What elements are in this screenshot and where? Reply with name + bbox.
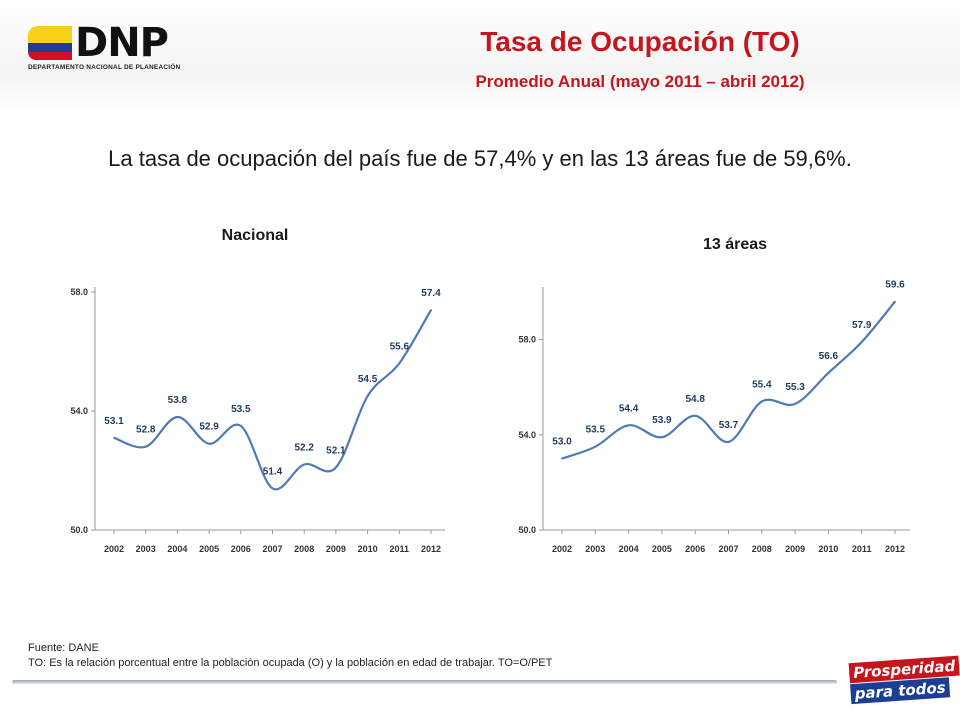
y-tick-label: 54.0 [70,406,88,416]
data-label: 52.9 [199,422,219,433]
data-label: 54.5 [358,374,378,385]
data-label: 54.4 [619,403,639,414]
x-tick-label: 2002 [552,544,572,554]
x-tick-label: 2003 [136,544,156,554]
data-label: 59.6 [885,280,905,291]
y-tick-label: 50.0 [70,525,88,535]
data-label: 52.2 [294,443,314,454]
x-tick-label: 2004 [619,544,639,554]
data-point [366,395,369,397]
x-tick-label: 2006 [685,544,705,554]
colombia-flag-icon [28,26,72,60]
data-label: 52.8 [136,425,156,436]
data-label: 53.0 [552,437,572,448]
data-point [627,424,630,427]
page-title: Tasa de Ocupación (TO) [480,26,800,57]
x-tick-label: 2008 [294,544,314,554]
dnp-logo: DNP DEPARTAMENTO NACIONAL DE PLANEACIÓN [28,20,198,72]
data-point [727,441,730,443]
x-tick-label: 2010 [358,544,378,554]
series-line [561,300,896,460]
data-label: 55.3 [785,382,805,393]
data-label: 56.6 [819,351,839,362]
prosperidad-logo: Prosperidad para todos [848,655,960,707]
x-tick-label: 2009 [785,544,805,554]
y-tick-label: 58.0 [518,335,536,345]
x-tick-label: 2002 [104,544,124,554]
chart-title-13-areas: 13 áreas [702,236,768,253]
data-label: 53.9 [652,415,672,426]
data-point [208,442,210,445]
data-point [594,445,597,448]
footnote-definition: TO: Es la relación porcentual entre la p… [28,657,553,669]
chart-title-nacional: Nacional [221,227,289,244]
x-tick-label: 2007 [718,544,738,554]
data-point [335,466,337,469]
data-point [398,362,401,365]
data-point [144,445,147,448]
headline: La tasa de ocupación del país fue de 57,… [108,146,852,171]
x-tick-label: 2006 [231,544,251,554]
data-point [430,309,432,311]
data-label: 52.1 [326,446,346,457]
logo-text: DNP [75,20,169,66]
data-label: 57.9 [852,320,872,331]
header-band [0,0,960,110]
data-point [794,403,796,405]
data-point [271,487,274,490]
data-point [694,414,696,417]
x-tick-label: 2009 [326,544,346,554]
data-label: 55.6 [390,341,410,352]
data-label: 53.8 [168,395,188,406]
page-subtitle: Promedio Anual (mayo 2011 – abril 2012) [475,72,805,91]
data-point [860,341,863,343]
y-tick-label: 50.0 [518,525,536,535]
logo-subtitle: DEPARTAMENTO NACIONAL DE PLANEACIÓN [28,64,181,71]
data-label: 51.4 [263,466,283,477]
x-tick-label: 2010 [818,544,838,554]
footer-divider [12,680,837,684]
x-tick-label: 2005 [199,544,219,554]
x-tick-label: 2011 [390,544,410,554]
data-point [561,457,563,460]
x-tick-label: 2005 [652,544,672,554]
data-label: 57.4 [421,288,441,299]
data-point [176,416,179,418]
x-tick-label: 2008 [752,544,772,554]
data-point [113,436,115,439]
data-label: 53.5 [231,404,251,415]
x-tick-label: 2012 [885,544,905,554]
data-point [761,400,763,403]
data-label: 54.8 [685,394,705,405]
data-point [661,436,663,438]
x-tick-label: 2003 [585,544,605,554]
brand-line-2: para todos [850,677,951,705]
data-point [240,425,242,427]
x-tick-label: 2011 [852,544,872,554]
y-tick-label: 54.0 [518,430,536,440]
x-tick-label: 2012 [421,544,441,554]
data-point [303,463,306,466]
x-tick-label: 2004 [167,544,187,554]
data-label: 53.7 [719,420,739,431]
x-tick-label: 2007 [262,544,282,554]
data-point [827,372,830,374]
footnote-source: Fuente: DANE [28,642,99,654]
data-label: 53.5 [586,425,606,436]
data-label: 55.4 [752,379,772,390]
data-point [894,300,896,303]
data-label: 53.1 [104,416,124,427]
y-tick-label: 58.0 [70,287,88,297]
